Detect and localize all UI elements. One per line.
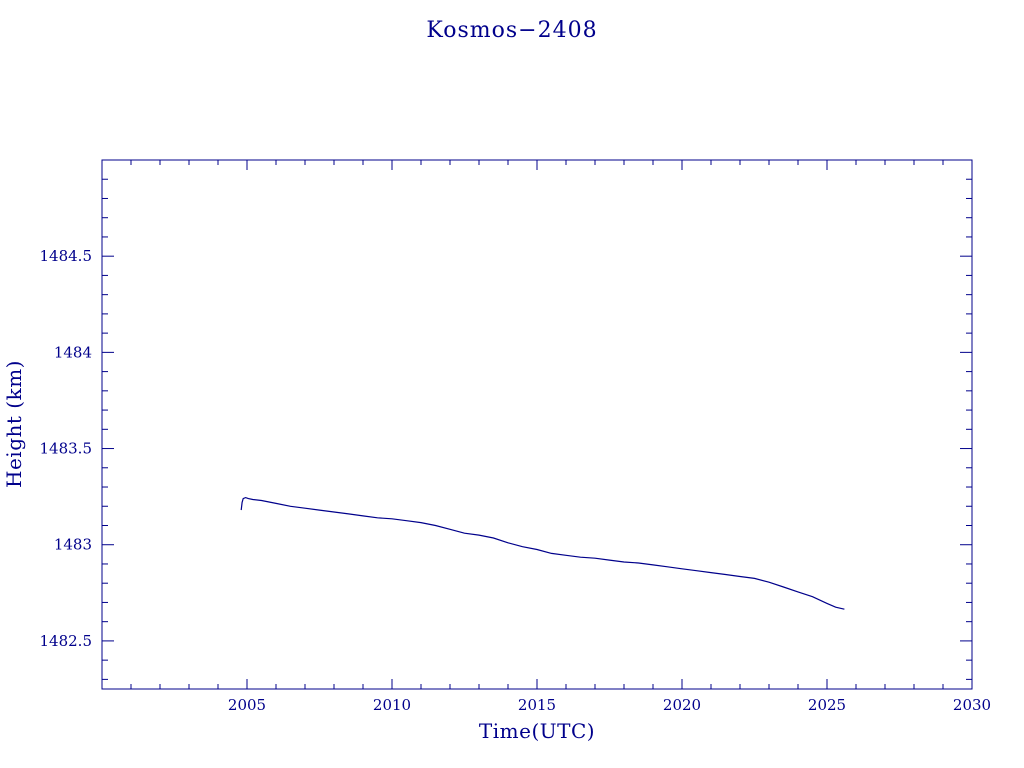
x-tick-label: 2020	[663, 696, 701, 714]
chart-title: Kosmos−2408	[426, 18, 597, 43]
x-tick-label: 2010	[373, 696, 411, 714]
y-axis-tick-labels: 1482.5 1483 1483.5 1484 1484.5	[40, 247, 93, 650]
y-tick-label: 1482.5	[40, 632, 93, 650]
y-tick-label: 1483.5	[40, 440, 93, 458]
x-axis-tick-labels: 2005 2010 2015 2020 2025 2030	[228, 696, 991, 714]
y-tick-label: 1484	[54, 343, 92, 361]
plot-frame	[101, 159, 973, 690]
x-axis-label: Time(UTC)	[479, 719, 595, 743]
x-tick-label: 2025	[808, 696, 846, 714]
x-axis-ticks	[130, 160, 944, 689]
y-tick-label: 1484.5	[40, 247, 93, 265]
series-line	[240, 496, 845, 610]
x-tick-label: 2030	[953, 696, 991, 714]
x-tick-label: 2005	[228, 696, 266, 714]
y-axis-label: Height (km)	[2, 360, 26, 488]
y-axis-ticks	[102, 178, 972, 680]
y-tick-label: 1483	[54, 536, 92, 554]
x-tick-label: 2015	[518, 696, 556, 714]
